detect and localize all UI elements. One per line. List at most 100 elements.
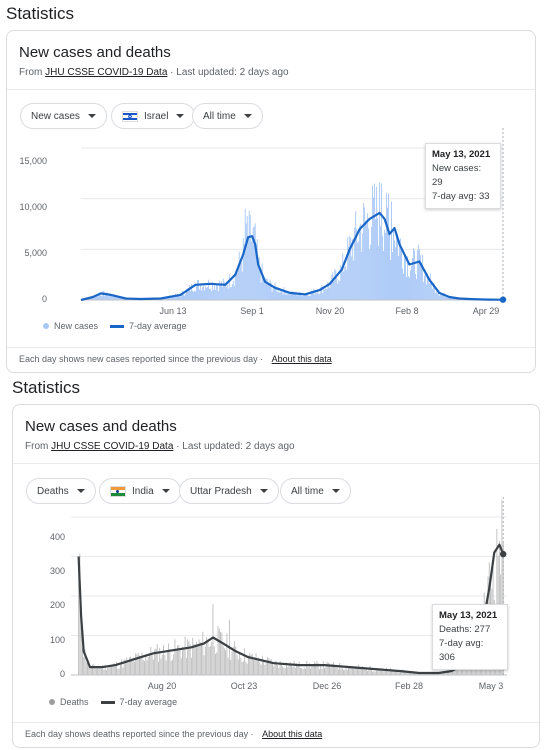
chart-bar — [273, 666, 275, 675]
chart-bar — [315, 663, 317, 675]
chart-bar — [325, 288, 327, 300]
chart-bar — [211, 282, 213, 300]
chart-bar — [256, 660, 258, 675]
chart-bar — [109, 665, 111, 675]
chart-bar — [264, 283, 266, 300]
chart-bar — [106, 291, 108, 300]
chart-bar — [410, 266, 412, 300]
chart-bar — [90, 297, 92, 300]
chart-bar — [189, 285, 190, 300]
chart-bar — [339, 281, 341, 300]
chart-bar — [268, 284, 270, 300]
chart-bar — [242, 661, 244, 675]
chart-bar — [388, 193, 389, 300]
chart-bar — [422, 282, 424, 300]
chart-bar — [251, 236, 253, 300]
chart-bar — [388, 671, 390, 675]
chart-bar — [322, 661, 324, 675]
about-data-link[interactable]: About this data — [262, 729, 323, 739]
chart-bar — [337, 669, 339, 675]
chart-bar — [268, 658, 270, 675]
last-updated: · Last updated: 2 days ago — [170, 67, 289, 78]
chart-bar — [403, 273, 404, 300]
chart-bar — [332, 661, 334, 675]
chart-bar — [227, 288, 229, 300]
chart-bar — [391, 201, 392, 300]
chart-bar — [193, 643, 195, 675]
chart-bar — [373, 671, 375, 675]
chart-bar — [385, 232, 387, 300]
chart-bar — [130, 656, 132, 675]
footer-text: Each day shows deaths reported since the… — [25, 729, 249, 739]
chart-bar — [168, 643, 170, 675]
region-dropdown[interactable]: Uttar Pradesh — [179, 478, 279, 504]
chart-bar — [323, 287, 325, 300]
time-range-dropdown[interactable]: All time — [280, 478, 351, 504]
chart-bar — [439, 673, 441, 675]
source-link[interactable]: JHU CSSE COVID-19 Data — [45, 67, 168, 78]
chart-bar — [220, 281, 222, 300]
chart-bar — [242, 238, 244, 300]
chart-bar — [379, 182, 381, 300]
chart-bar — [296, 295, 298, 300]
chart-bar — [360, 668, 362, 675]
source-link[interactable]: JHU CSSE COVID-19 Data — [51, 441, 174, 452]
time-range-dropdown[interactable]: All time — [192, 103, 263, 129]
chart-bar — [259, 271, 261, 300]
chart-bar — [338, 280, 340, 300]
chart-bar — [108, 295, 110, 300]
chart-bar — [298, 661, 300, 675]
chart-bar — [187, 288, 188, 300]
chart-bar — [381, 669, 382, 675]
chart-bar — [346, 669, 348, 675]
chart-bar — [378, 669, 380, 675]
chart-bar — [273, 287, 275, 300]
chart-bar — [176, 295, 177, 300]
about-data-link[interactable]: About this data — [271, 354, 332, 364]
chart-bar — [341, 667, 343, 675]
chart-bar — [272, 288, 274, 300]
chart-bar — [374, 671, 376, 675]
chart-bar — [313, 288, 315, 300]
chart-bar — [89, 668, 91, 675]
chart-bar — [180, 296, 181, 300]
chart-bar — [114, 296, 116, 300]
caret-down-icon — [176, 114, 185, 118]
metric-dropdown[interactable]: New cases — [20, 103, 107, 129]
chart-bar — [272, 662, 273, 675]
cases-chart[interactable] — [80, 128, 507, 303]
chart-bar — [419, 673, 420, 675]
chart-bar — [174, 297, 176, 300]
chart-bar — [240, 657, 242, 675]
chart-bar — [190, 657, 192, 675]
chart-bar — [187, 639, 189, 675]
chart-bar — [463, 667, 465, 675]
chart-bar — [169, 649, 171, 675]
chart-bar — [405, 258, 406, 300]
chart-bar — [330, 280, 332, 300]
chart-bar — [324, 667, 325, 675]
chart-bar — [179, 649, 181, 675]
chart-bar — [271, 291, 273, 300]
chart-bar — [311, 292, 313, 300]
legend-line-swatch — [110, 324, 125, 328]
chart-bar — [329, 287, 331, 300]
chart-bar — [253, 659, 254, 675]
metric-label: New cases — [31, 110, 80, 122]
chart-tooltip: May 13, 2021 Deaths: 277 7-day avg: 306 — [432, 604, 508, 670]
chart-bar — [200, 290, 202, 300]
section-title: Statistics — [6, 4, 75, 23]
chart-bar — [455, 668, 457, 675]
chart-bar — [447, 297, 449, 300]
chart-bar — [287, 294, 289, 300]
country-dropdown[interactable]: Israel — [111, 103, 196, 129]
country-dropdown[interactable]: India — [99, 478, 181, 504]
chart-bar — [362, 233, 364, 300]
metric-dropdown[interactable]: Deaths — [26, 478, 96, 504]
chart-bar — [356, 667, 358, 675]
chart-bar — [349, 667, 351, 675]
chart-bar — [260, 282, 262, 300]
chart-bar — [102, 664, 104, 675]
chart-bar — [449, 670, 451, 675]
chart-bar — [301, 667, 303, 675]
